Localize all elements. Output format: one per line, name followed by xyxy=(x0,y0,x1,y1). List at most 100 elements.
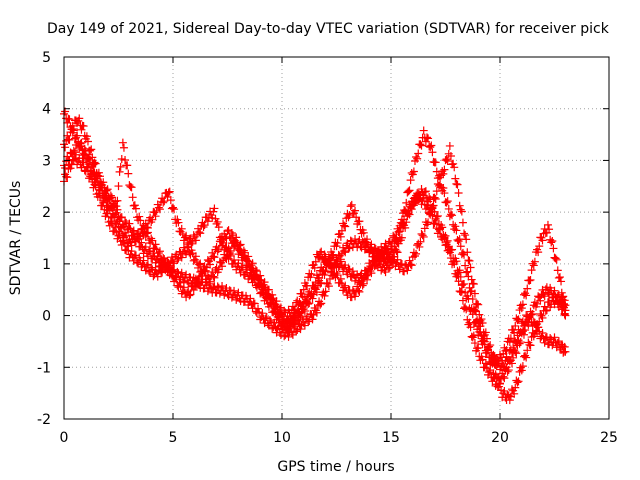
data-point xyxy=(230,237,239,246)
data-point xyxy=(523,346,532,355)
data-point xyxy=(465,256,474,265)
data-point xyxy=(439,169,448,178)
data-point xyxy=(94,168,103,177)
data-point xyxy=(270,301,279,310)
data-point xyxy=(340,246,349,255)
data-point xyxy=(215,257,224,266)
data-point xyxy=(467,304,476,313)
data-point xyxy=(124,169,133,178)
data-point xyxy=(135,212,144,221)
data-point xyxy=(312,288,321,297)
data-point xyxy=(474,300,483,309)
data-point xyxy=(530,257,539,266)
data-point xyxy=(206,260,215,269)
data-point xyxy=(169,203,177,212)
data-point xyxy=(87,145,96,154)
data-point xyxy=(189,256,198,265)
data-point xyxy=(261,314,270,323)
data-point xyxy=(454,189,463,198)
data-point xyxy=(239,246,248,255)
data-point xyxy=(321,287,330,296)
data-point xyxy=(303,281,312,290)
data-point xyxy=(114,231,123,240)
data-point xyxy=(68,128,77,137)
data-point xyxy=(230,255,239,264)
data-point xyxy=(474,343,483,352)
data-point xyxy=(210,204,219,213)
data-point xyxy=(550,286,559,295)
data-point xyxy=(125,181,134,190)
data-point xyxy=(177,268,186,277)
data-point xyxy=(409,167,418,176)
data-point xyxy=(516,327,525,336)
data-point xyxy=(122,218,131,227)
data-point xyxy=(523,284,532,293)
data-point xyxy=(540,292,549,301)
data-point xyxy=(121,156,130,165)
data-point xyxy=(90,158,99,167)
data-point xyxy=(424,201,433,210)
data-point xyxy=(112,202,121,211)
data-point xyxy=(355,235,364,244)
data-point xyxy=(457,207,466,216)
data-point xyxy=(218,262,227,271)
data-point xyxy=(512,376,521,385)
data-point xyxy=(225,286,234,295)
data-point xyxy=(210,253,219,262)
data-point xyxy=(307,270,316,279)
data-point xyxy=(172,273,181,282)
data-point xyxy=(300,307,309,316)
y-tick-label: -2 xyxy=(37,412,51,428)
data-point xyxy=(431,216,440,225)
data-point xyxy=(511,383,520,392)
data-point xyxy=(346,202,355,211)
data-point xyxy=(142,229,151,238)
data-point xyxy=(95,172,104,181)
data-point xyxy=(250,299,259,308)
data-point xyxy=(167,266,176,275)
data-point xyxy=(358,281,367,290)
data-point xyxy=(298,292,307,301)
data-point xyxy=(203,255,212,264)
data-point xyxy=(428,202,437,211)
data-point xyxy=(364,241,373,250)
data-point xyxy=(77,138,86,147)
data-point xyxy=(504,355,513,364)
data-point xyxy=(284,324,293,333)
data-point xyxy=(466,287,475,296)
data-point xyxy=(347,293,356,302)
y-tick-label: -1 xyxy=(37,360,51,376)
data-point xyxy=(443,157,452,166)
y-tick-label: 1 xyxy=(42,257,51,273)
data-point xyxy=(284,332,293,341)
data-point xyxy=(475,310,484,319)
data-point xyxy=(482,334,491,343)
data-point xyxy=(511,321,520,330)
data-point xyxy=(268,290,277,299)
data-point xyxy=(485,368,494,377)
data-point xyxy=(405,256,414,265)
data-point xyxy=(355,287,364,296)
data-point xyxy=(449,159,458,168)
data-point xyxy=(538,313,547,322)
data-point xyxy=(355,217,364,226)
data-point xyxy=(65,115,74,124)
data-point xyxy=(384,264,393,273)
data-point xyxy=(503,367,512,376)
data-point xyxy=(187,239,196,248)
data-point xyxy=(295,298,304,307)
data-point xyxy=(456,242,465,251)
data-point xyxy=(305,299,314,308)
data-point xyxy=(527,266,536,275)
data-point xyxy=(514,377,523,386)
data-point xyxy=(409,248,418,257)
data-point xyxy=(436,180,445,189)
data-point xyxy=(175,278,184,287)
data-point xyxy=(106,191,115,200)
data-point xyxy=(177,224,186,233)
x-axis-label: GPS time / hours xyxy=(277,459,394,475)
data-point xyxy=(199,223,208,232)
data-point xyxy=(179,283,188,292)
data-point xyxy=(515,328,524,337)
data-point xyxy=(500,386,509,395)
